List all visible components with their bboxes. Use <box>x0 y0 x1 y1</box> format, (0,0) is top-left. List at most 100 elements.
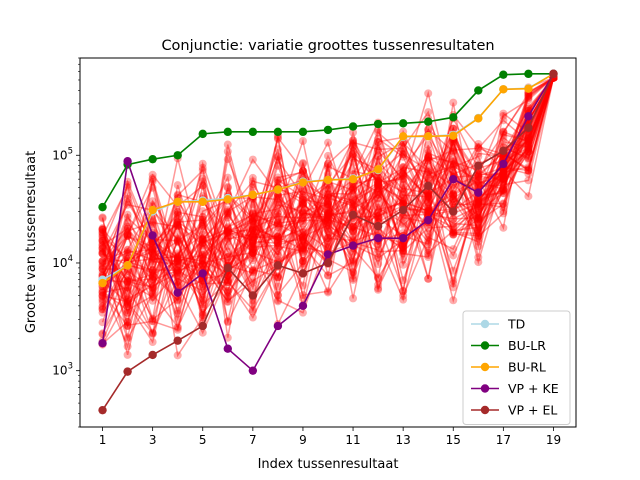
background-plan-line <box>98 73 558 331</box>
background-plan-point <box>223 297 232 306</box>
background-plan-point <box>248 214 257 223</box>
background-plan-point <box>474 237 483 246</box>
background-plan-point <box>324 190 332 199</box>
series-point <box>98 202 107 212</box>
background-plan-point <box>449 228 458 237</box>
background-plan-point <box>424 146 433 155</box>
background-plan-point <box>449 191 458 200</box>
background-plan-point <box>449 124 458 133</box>
background-plan-point <box>273 290 282 299</box>
background-plan-point <box>248 155 257 164</box>
background-plan-point <box>499 133 508 142</box>
background-plan-point <box>474 171 483 180</box>
background-plan-point <box>449 214 458 223</box>
background-plan-point <box>324 159 332 168</box>
background-plan-point <box>449 279 458 288</box>
background-plan-point <box>273 233 282 242</box>
background-plan-point <box>349 190 358 199</box>
background-plan-point <box>173 191 182 200</box>
background-plan-point <box>198 213 207 222</box>
background-plan-point <box>474 199 483 208</box>
background-plan-point <box>424 193 433 202</box>
background-plan-point <box>449 124 458 133</box>
background-plan-point <box>223 226 232 235</box>
background-plan-point <box>474 172 483 181</box>
background-plan-point <box>123 194 132 203</box>
background-plan-point <box>324 234 332 243</box>
background-plan-point <box>424 229 433 238</box>
series-point <box>223 195 232 204</box>
background-plan-point <box>273 282 282 291</box>
background-plan-point <box>98 308 107 317</box>
background-plan-point <box>399 181 408 190</box>
background-plan-point <box>499 178 508 187</box>
background-plan-point <box>374 280 383 289</box>
background-plan-point <box>499 166 508 175</box>
background-plan-point <box>123 294 132 303</box>
background-plan-point <box>424 233 433 242</box>
background-plan-point <box>474 149 483 158</box>
background-plan-point <box>349 258 358 267</box>
background-plan-point <box>349 186 358 195</box>
background-plan-line <box>98 73 558 351</box>
background-plan-point <box>449 214 458 223</box>
background-plan-point <box>173 236 182 245</box>
background-plan-point <box>198 255 207 264</box>
background-plan-point <box>374 183 383 192</box>
background-plan-point <box>424 198 433 207</box>
background-plan-point <box>248 268 257 277</box>
background-plan-point <box>499 166 508 175</box>
background-plan-point <box>248 217 257 226</box>
background-plan-point <box>374 176 383 185</box>
background-plan-point <box>198 298 207 307</box>
background-plan-point <box>98 214 107 223</box>
background-plan-point <box>248 237 257 246</box>
background-plan-point <box>349 235 358 244</box>
background-plan-point <box>148 217 157 226</box>
background-plan-point <box>273 194 282 203</box>
background-plan-point <box>524 142 533 151</box>
background-plan-point <box>349 227 358 236</box>
background-plan-point <box>273 204 282 213</box>
background-plan-point <box>349 143 358 152</box>
background-plan-point <box>273 134 282 143</box>
background-plan-point <box>499 168 508 177</box>
background-plan-point <box>123 230 132 239</box>
background-plan-point <box>499 175 508 184</box>
series-point <box>248 366 258 375</box>
background-plan-point <box>524 166 533 175</box>
background-plan-point <box>98 241 107 250</box>
background-plan-point <box>499 166 508 175</box>
background-plan-point <box>273 219 282 228</box>
background-plan-point <box>424 151 433 160</box>
background-plan-point <box>273 251 282 260</box>
background-plan-point <box>173 306 182 315</box>
background-plan-point <box>474 198 483 207</box>
background-plan-point <box>499 187 508 196</box>
background-plan-point <box>223 147 232 156</box>
background-plan-point <box>198 242 207 251</box>
background-plan-point <box>399 291 408 300</box>
background-plan-point <box>474 235 483 244</box>
background-plan-point <box>524 155 533 164</box>
background-plan-point <box>98 241 107 250</box>
background-plan-point <box>474 177 483 186</box>
background-plan-point <box>98 244 107 253</box>
background-plan-point <box>474 199 483 208</box>
background-plan-point <box>374 205 383 214</box>
background-plan-point <box>148 246 157 255</box>
background-plan-point <box>324 287 332 296</box>
background-plan-point <box>374 128 383 137</box>
background-plan-point <box>524 141 533 150</box>
background-plan-point <box>298 256 307 265</box>
background-plan-point <box>98 228 107 237</box>
background-plan-point <box>499 166 508 175</box>
background-plan-point <box>248 265 257 274</box>
x-tick-label: 13 <box>396 433 411 447</box>
background-plan-point <box>248 232 257 241</box>
background-plan-point <box>399 260 408 269</box>
background-plan-point <box>424 206 433 215</box>
background-plan-point <box>248 313 257 322</box>
background-plan-point <box>198 260 207 269</box>
background-plan-point <box>98 262 107 271</box>
